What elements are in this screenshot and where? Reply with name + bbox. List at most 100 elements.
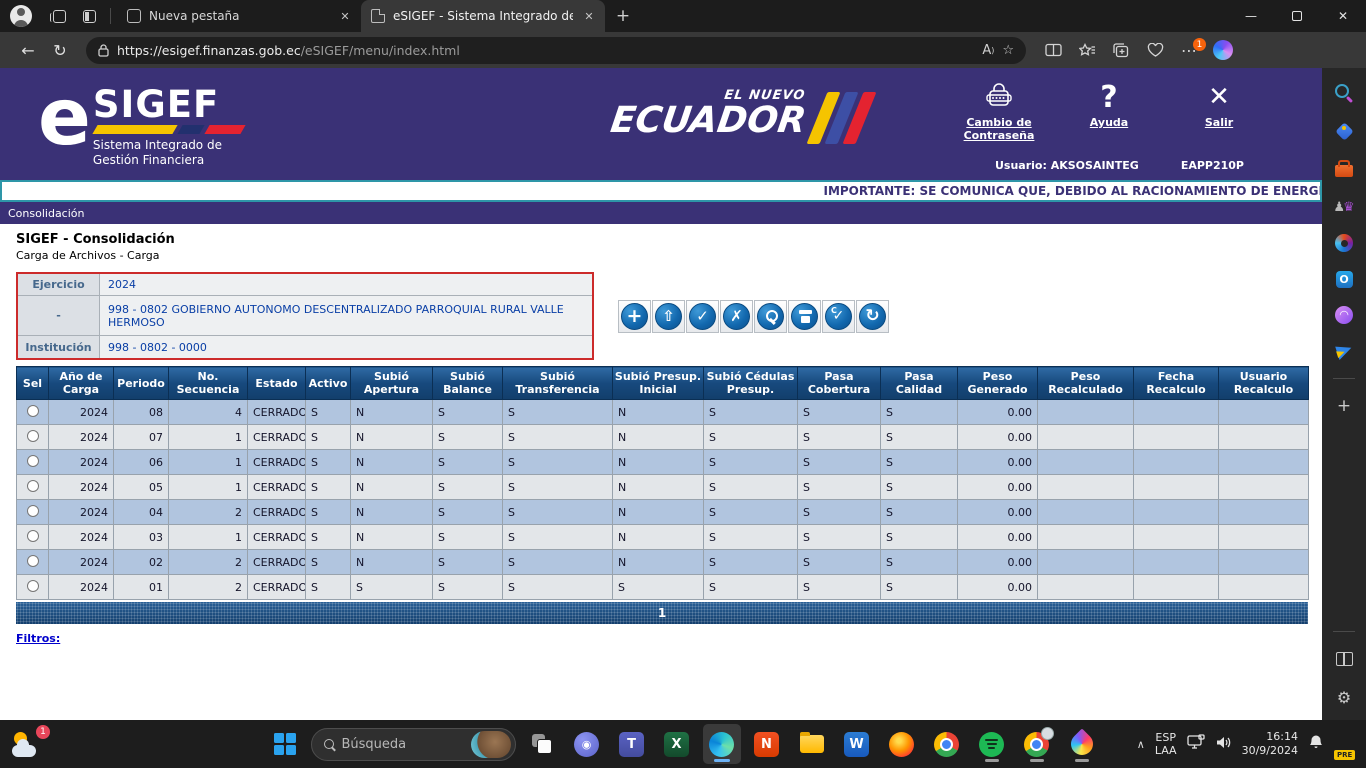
browser-profile-avatar[interactable] (10, 5, 32, 27)
close-tab-icon[interactable]: ✕ (584, 9, 594, 23)
table-cell: S (432, 524, 503, 550)
delete-file-button[interactable] (720, 299, 753, 333)
favorites-icon[interactable] (1072, 36, 1102, 64)
taskbar-app-spotify[interactable] (973, 724, 1011, 764)
settings-more-icon[interactable]: ⋯ 1 (1174, 36, 1206, 64)
row-select-radio[interactable] (26, 404, 39, 417)
column-header[interactable]: No. Secuencia (168, 366, 248, 400)
column-header[interactable]: Subió Presup. Inicial (612, 366, 704, 400)
preview-button[interactable] (754, 299, 787, 333)
taskbar-app-paint[interactable] (1063, 724, 1101, 764)
new-record-button[interactable] (618, 299, 651, 333)
menu-item-consolidacion[interactable]: Consolidación (8, 206, 85, 220)
filters-link[interactable]: Filtros: (16, 632, 61, 645)
tray-chevron-icon[interactable]: ∧ (1136, 737, 1145, 751)
row-select-radio[interactable] (26, 504, 39, 517)
taskbar-app-edge[interactable] (702, 724, 741, 764)
sidebar-settings-icon[interactable]: ⚙ (1336, 687, 1352, 707)
row-select-radio[interactable] (26, 554, 39, 567)
network-icon[interactable] (1186, 734, 1205, 754)
taskbar-app-teams[interactable]: T (613, 724, 651, 764)
split-screen-icon[interactable] (1038, 36, 1068, 64)
sidebar-m365-icon[interactable] (1335, 234, 1353, 252)
read-aloud-icon[interactable]: A) (982, 42, 995, 58)
taskbar-app-excel[interactable]: X (658, 724, 696, 764)
taskbar-app-explorer[interactable] (793, 724, 831, 764)
sidebar-shopping-icon[interactable] (1333, 120, 1355, 142)
new-tab-button[interactable]: + (615, 6, 631, 26)
column-header[interactable]: Sel (16, 366, 49, 400)
browser-essentials-icon[interactable] (1140, 36, 1170, 64)
language-indicator[interactable]: ESP LAA (1154, 731, 1177, 757)
approve-button[interactable] (822, 299, 855, 333)
column-header[interactable]: Estado (247, 366, 306, 400)
close-tab-icon[interactable]: ✕ (340, 9, 350, 23)
column-header[interactable]: Fecha Recalculo (1133, 366, 1219, 400)
notifications-bell-icon[interactable] (1308, 734, 1324, 754)
weather-widget[interactable]: 1 (10, 725, 50, 760)
column-header[interactable]: Subió Balance (432, 366, 503, 400)
table-cell: S (880, 424, 958, 450)
tab-esigef[interactable]: eSIGEF - Sistema Integrado de G ✕ (361, 0, 605, 32)
taskbar-app-nitro[interactable]: N (748, 724, 786, 764)
column-header[interactable]: Subió Transferencia (502, 366, 613, 400)
column-header[interactable]: Usuario Recalculo (1218, 366, 1309, 400)
sidebar-designer-icon[interactable] (1335, 306, 1353, 324)
sidebar-drop-icon[interactable] (1333, 340, 1355, 362)
sidebar-outlook-icon[interactable] (1333, 268, 1355, 290)
sidebar-search-icon[interactable] (1333, 82, 1355, 104)
tab-actions-icon[interactable] (74, 4, 104, 28)
taskbar-app-chrome[interactable] (928, 724, 966, 764)
column-header[interactable]: Peso Recalculado (1037, 366, 1134, 400)
column-header[interactable]: Subió Cédulas Presup. (703, 366, 798, 400)
upload-file-button[interactable] (652, 299, 685, 333)
row-select-radio[interactable] (26, 529, 39, 542)
column-header[interactable]: Subió Apertura (350, 366, 433, 400)
taskbar-app-taskview[interactable] (523, 724, 561, 764)
favorite-star-icon[interactable]: ☆ (1002, 42, 1014, 58)
help-link[interactable]: ? Ayuda (1089, 79, 1129, 130)
row-select-radio[interactable] (26, 579, 39, 592)
column-header[interactable]: Pasa Calidad (880, 366, 958, 400)
sidebar-split-screen-icon[interactable] (1333, 648, 1355, 670)
clock[interactable]: 16:14 30/9/2024 (1241, 730, 1298, 757)
refresh-button[interactable]: ↻ (53, 40, 67, 60)
print-button[interactable] (788, 299, 821, 333)
taskbar-app-chat[interactable] (568, 724, 606, 764)
column-header[interactable]: Periodo (113, 366, 169, 400)
table-cell (1037, 399, 1134, 425)
column-header[interactable]: Pasa Cobertura (797, 366, 881, 400)
sidebar-add-icon[interactable]: + (1336, 396, 1352, 416)
volume-icon[interactable] (1215, 735, 1232, 754)
taskbar-app-chrome-alt[interactable] (1018, 724, 1056, 764)
taskbar-app-word[interactable]: W (838, 724, 876, 764)
column-header[interactable]: Peso Generado (957, 366, 1038, 400)
exit-link[interactable]: ✕ Salir (1178, 78, 1260, 142)
search-daily-image[interactable] (470, 730, 511, 758)
tab-nueva-pestana[interactable]: Nueva pestaña ✕ (117, 0, 361, 32)
back-button[interactable]: ← (21, 40, 35, 60)
row-select-radio[interactable] (26, 429, 39, 442)
change-password-link[interactable]: Cambio de Contraseña (958, 78, 1040, 142)
column-header[interactable]: Activo (305, 366, 351, 400)
minimize-button[interactable]: — (1245, 9, 1257, 23)
copilot-tray-icon[interactable]: PRE (1334, 731, 1360, 760)
workspaces-icon[interactable] (44, 4, 74, 28)
collections-icon[interactable] (1106, 36, 1136, 64)
taskbar-search[interactable]: Búsqueda (310, 727, 516, 761)
close-window-button[interactable]: ✕ (1337, 9, 1349, 23)
taskbar-app-firefox[interactable] (883, 724, 921, 764)
row-select-radio[interactable] (26, 479, 39, 492)
start-button[interactable] (266, 724, 304, 764)
address-bar[interactable]: https://esigef.finanzas.gob.ec/eSIGEF/me… (86, 36, 1026, 64)
page-number[interactable]: 1 (657, 606, 667, 620)
validate-file-button[interactable] (686, 299, 719, 333)
maximize-button[interactable] (1274, 0, 1320, 32)
reprocess-button[interactable] (856, 299, 889, 333)
table-cell: 0.00 (957, 549, 1038, 575)
column-header[interactable]: Año de Carga (48, 366, 114, 400)
sidebar-toolbox-icon[interactable] (1333, 158, 1355, 180)
sidebar-games-icon[interactable]: ♟ ♛ (1333, 199, 1355, 215)
row-select-radio[interactable] (26, 454, 39, 467)
copilot-icon[interactable] (1208, 36, 1238, 64)
